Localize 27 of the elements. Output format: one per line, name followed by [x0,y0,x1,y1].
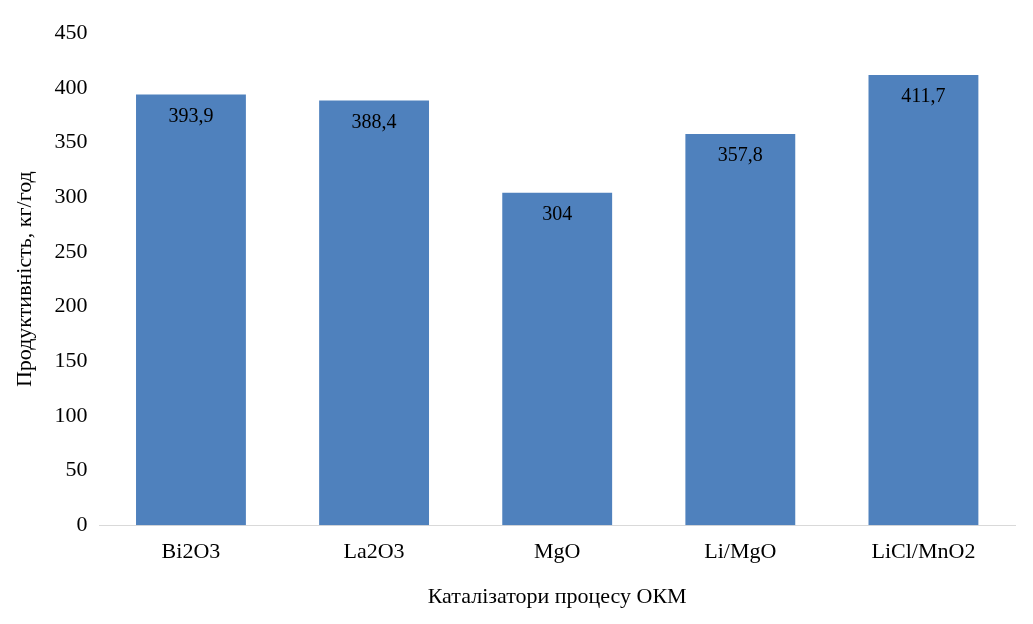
data-label: 411,7 [901,84,946,107]
y-tick-label: 250 [54,237,88,263]
y-tick-label: 350 [54,128,88,154]
x-axis-title: Каталізатори процесу ОКМ [427,582,687,608]
y-tick-label: 450 [54,18,88,44]
y-tick-label: 150 [54,346,88,372]
x-tick-label: La2O3 [343,538,405,564]
y-axis-title: Продуктивність, кг/год [10,171,36,388]
data-label: 357,8 [717,143,763,166]
bar [319,100,430,526]
data-label: 393,9 [168,103,214,126]
x-tick-label: Bi2O3 [161,538,221,564]
bar [685,134,796,526]
x-tick-label: Li/MgO [704,538,777,564]
y-tick-label: 300 [54,182,88,208]
y-tick-label: 50 [65,456,88,482]
y-tick-label: 100 [54,401,88,427]
x-tick-label: LiCl/MnO2 [871,538,976,564]
y-tick-label: 200 [54,292,88,318]
y-tick-label: 0 [76,510,88,536]
data-label: 304 [542,202,573,225]
bar [502,192,613,526]
data-label: 388,4 [351,109,397,132]
bar [868,75,979,526]
y-tick-label: 400 [54,73,88,99]
x-tick-label: MgO [533,538,581,564]
bar [136,94,246,526]
